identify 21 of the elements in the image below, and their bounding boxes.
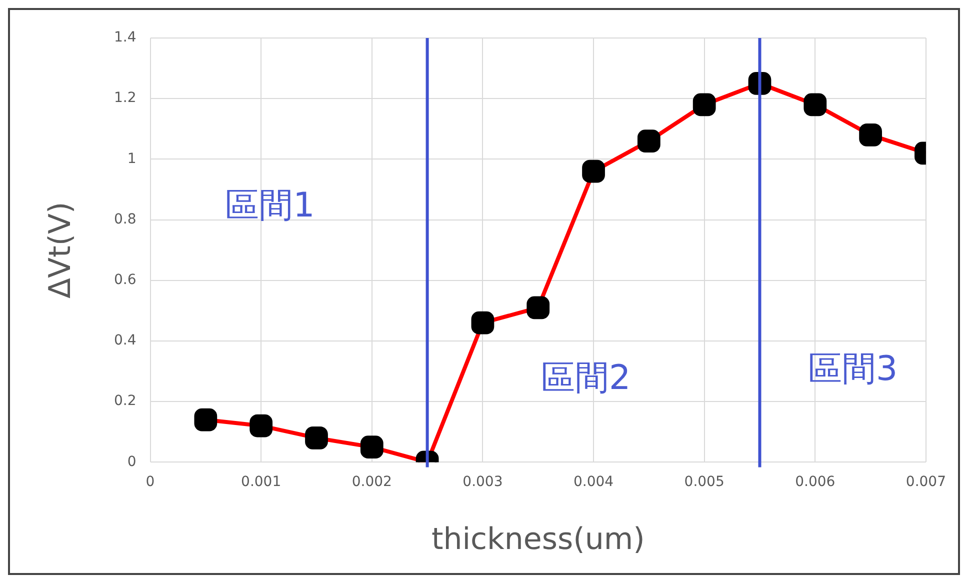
y-tick-label: 0 xyxy=(127,454,136,470)
x-tick-label: 0.007 xyxy=(906,474,946,490)
y-tick-label: 0.8 xyxy=(114,211,136,228)
y-tick-label: 1.4 xyxy=(114,30,136,46)
y-tick-label: 0.2 xyxy=(114,393,136,410)
y-tick-label: 0.6 xyxy=(114,272,136,288)
x-tick-label: 0.003 xyxy=(462,474,503,490)
y-tick-label: 0.4 xyxy=(114,332,136,349)
annotation: 區間1 xyxy=(225,186,315,226)
x-tick-label: 0.004 xyxy=(573,474,614,490)
x-tick-label: 0 xyxy=(146,474,155,490)
x-tick-label: 0.002 xyxy=(352,474,392,490)
annotation: 區間2 xyxy=(540,358,631,398)
y-axis-title: ΔVt(V) xyxy=(42,202,78,298)
y-tick-label: 1.2 xyxy=(114,90,136,106)
annotation: 區間3 xyxy=(808,349,898,390)
x-tick-label: 0.006 xyxy=(795,474,836,490)
x-tick-label: 0.001 xyxy=(241,474,282,490)
x-tick-label: 0.005 xyxy=(684,474,724,490)
x-axis-title: thickness(um) xyxy=(431,522,645,557)
y-tick-label: 1 xyxy=(127,150,136,167)
